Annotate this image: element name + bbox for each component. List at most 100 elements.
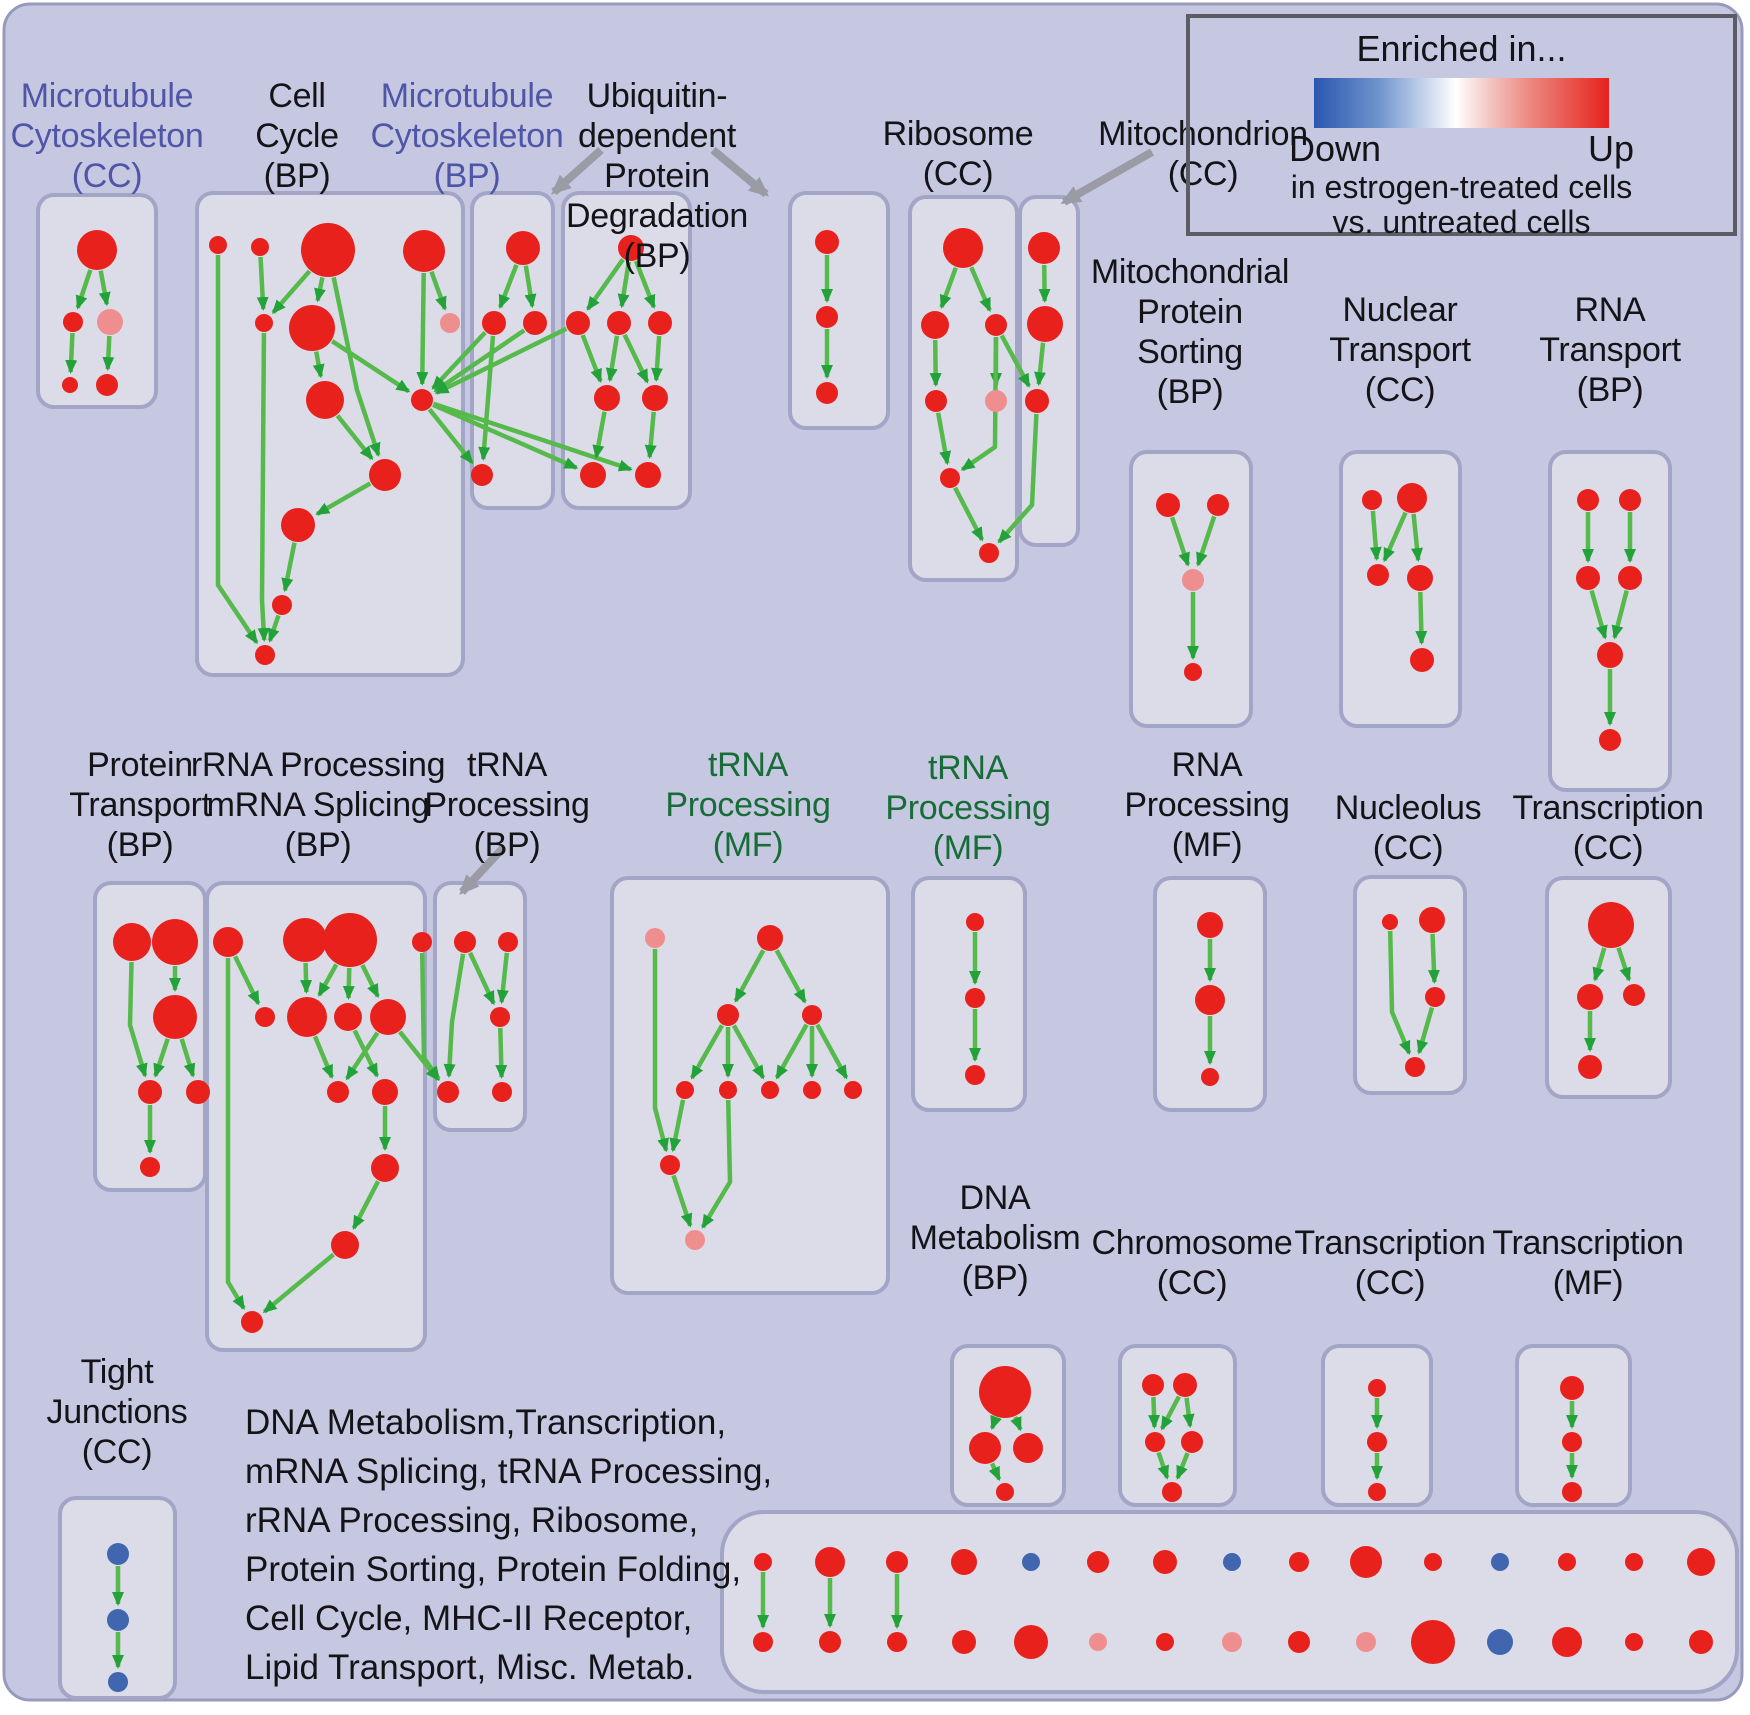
edge-arrow <box>669 1099 686 1153</box>
go-term-node <box>943 228 983 268</box>
go-term-node <box>816 306 838 328</box>
annotation-arrow <box>551 147 604 195</box>
go-term-node <box>969 1432 1001 1464</box>
go-term-node <box>255 1007 275 1027</box>
go-term-node <box>1014 1625 1048 1659</box>
go-term-node <box>213 927 243 957</box>
go-term-node <box>334 1003 362 1031</box>
go-term-node <box>138 1080 162 1104</box>
edge-arrow <box>1182 1397 1195 1429</box>
edge-arrow <box>960 336 999 472</box>
edge-arrow <box>102 335 115 372</box>
go-term-node <box>107 1543 129 1565</box>
go-term-node <box>985 390 1007 412</box>
go-term-node <box>1618 566 1642 590</box>
go-term-node <box>1623 984 1645 1006</box>
go-term-node <box>1289 1552 1309 1572</box>
edge-arrow <box>969 266 992 313</box>
go-term-node <box>369 459 401 491</box>
go-term-node <box>1577 984 1603 1010</box>
go-term-node <box>301 223 355 277</box>
edge-arrow <box>65 332 78 375</box>
go-term-node <box>580 462 606 488</box>
go-term-node <box>819 1631 841 1653</box>
edge-arrow <box>398 1030 440 1082</box>
edge-arrow <box>429 270 448 311</box>
go-term-node <box>802 1005 822 1025</box>
go-term-node <box>62 377 78 393</box>
go-term-node <box>331 1231 359 1259</box>
go-term-node <box>523 311 547 335</box>
go-term-node <box>153 995 197 1039</box>
go-term-node <box>1025 389 1049 413</box>
edge-arrow <box>935 412 952 466</box>
legend-subtitle-1: in estrogen-treated cells <box>1290 169 1633 205</box>
edge-arrow <box>1616 947 1632 982</box>
go-term-node <box>372 1079 398 1105</box>
go-term-node <box>618 235 644 261</box>
go-term-node <box>306 381 344 419</box>
go-term-node <box>186 1080 210 1104</box>
edge-arrow <box>652 949 669 1153</box>
go-term-node <box>940 468 960 488</box>
edge-arrow <box>271 269 312 314</box>
go-term-node <box>1625 1633 1643 1651</box>
go-term-node <box>985 314 1007 336</box>
go-term-node <box>648 311 672 335</box>
edge-arrow <box>312 351 325 379</box>
go-term-node <box>1405 1057 1425 1077</box>
go-term-node <box>1367 564 1389 586</box>
go-term-node <box>255 314 273 332</box>
go-term-node <box>685 1230 705 1250</box>
edge-arrow <box>622 333 650 384</box>
go-term-node <box>1195 985 1225 1015</box>
go-term-node <box>979 543 999 563</box>
edge-arrow <box>432 402 579 470</box>
go-term-node <box>1577 489 1599 511</box>
edge-arrow <box>330 339 411 394</box>
go-term-node <box>1599 729 1621 751</box>
edge-arrow <box>1415 591 1428 646</box>
go-term-node <box>1552 1627 1582 1657</box>
edge-arrow <box>999 334 1031 388</box>
edge-arrow <box>267 614 281 643</box>
edge-arrow <box>431 330 487 390</box>
edge-arrow <box>1427 933 1440 985</box>
go-term-node <box>1223 1553 1241 1571</box>
edge-arrow <box>585 258 625 311</box>
go-term-node <box>140 1157 160 1177</box>
edge-arrow <box>1387 930 1412 1056</box>
go-term-node <box>1181 1431 1203 1453</box>
go-term-node <box>645 928 665 948</box>
edge-arrow <box>1416 1006 1435 1055</box>
go-term-node <box>1560 1376 1584 1400</box>
go-term-node <box>925 390 947 412</box>
edge-arrow <box>312 1035 334 1080</box>
edge-arrow <box>427 407 474 465</box>
edge-arrow <box>731 1024 766 1080</box>
go-term-node <box>289 305 335 351</box>
edge-arrow <box>1611 590 1629 640</box>
go-term-node <box>1597 642 1623 668</box>
go-term-node <box>1562 1432 1582 1452</box>
edge-arrow <box>257 332 270 643</box>
go-term-node <box>660 1155 680 1175</box>
go-term-node <box>97 309 123 335</box>
go-term-node <box>1087 1551 1109 1573</box>
legend-box: Enriched in... Down Up in estrogen-treat… <box>1186 14 1737 240</box>
go-term-node <box>1397 483 1427 513</box>
edge-arrow <box>644 411 657 460</box>
edge-arrow <box>671 1174 693 1228</box>
group-box-b6 <box>908 195 1019 582</box>
go-term-node <box>370 999 406 1035</box>
go-term-node <box>1207 494 1229 516</box>
edge-arrow <box>633 260 656 310</box>
go-term-node <box>403 230 445 272</box>
go-term-node <box>1201 1068 1219 1086</box>
go-term-node <box>281 508 315 542</box>
go-term-node <box>412 932 432 952</box>
edge-arrow <box>127 961 148 1078</box>
go-term-node <box>251 238 269 256</box>
go-term-node <box>1368 1483 1386 1501</box>
